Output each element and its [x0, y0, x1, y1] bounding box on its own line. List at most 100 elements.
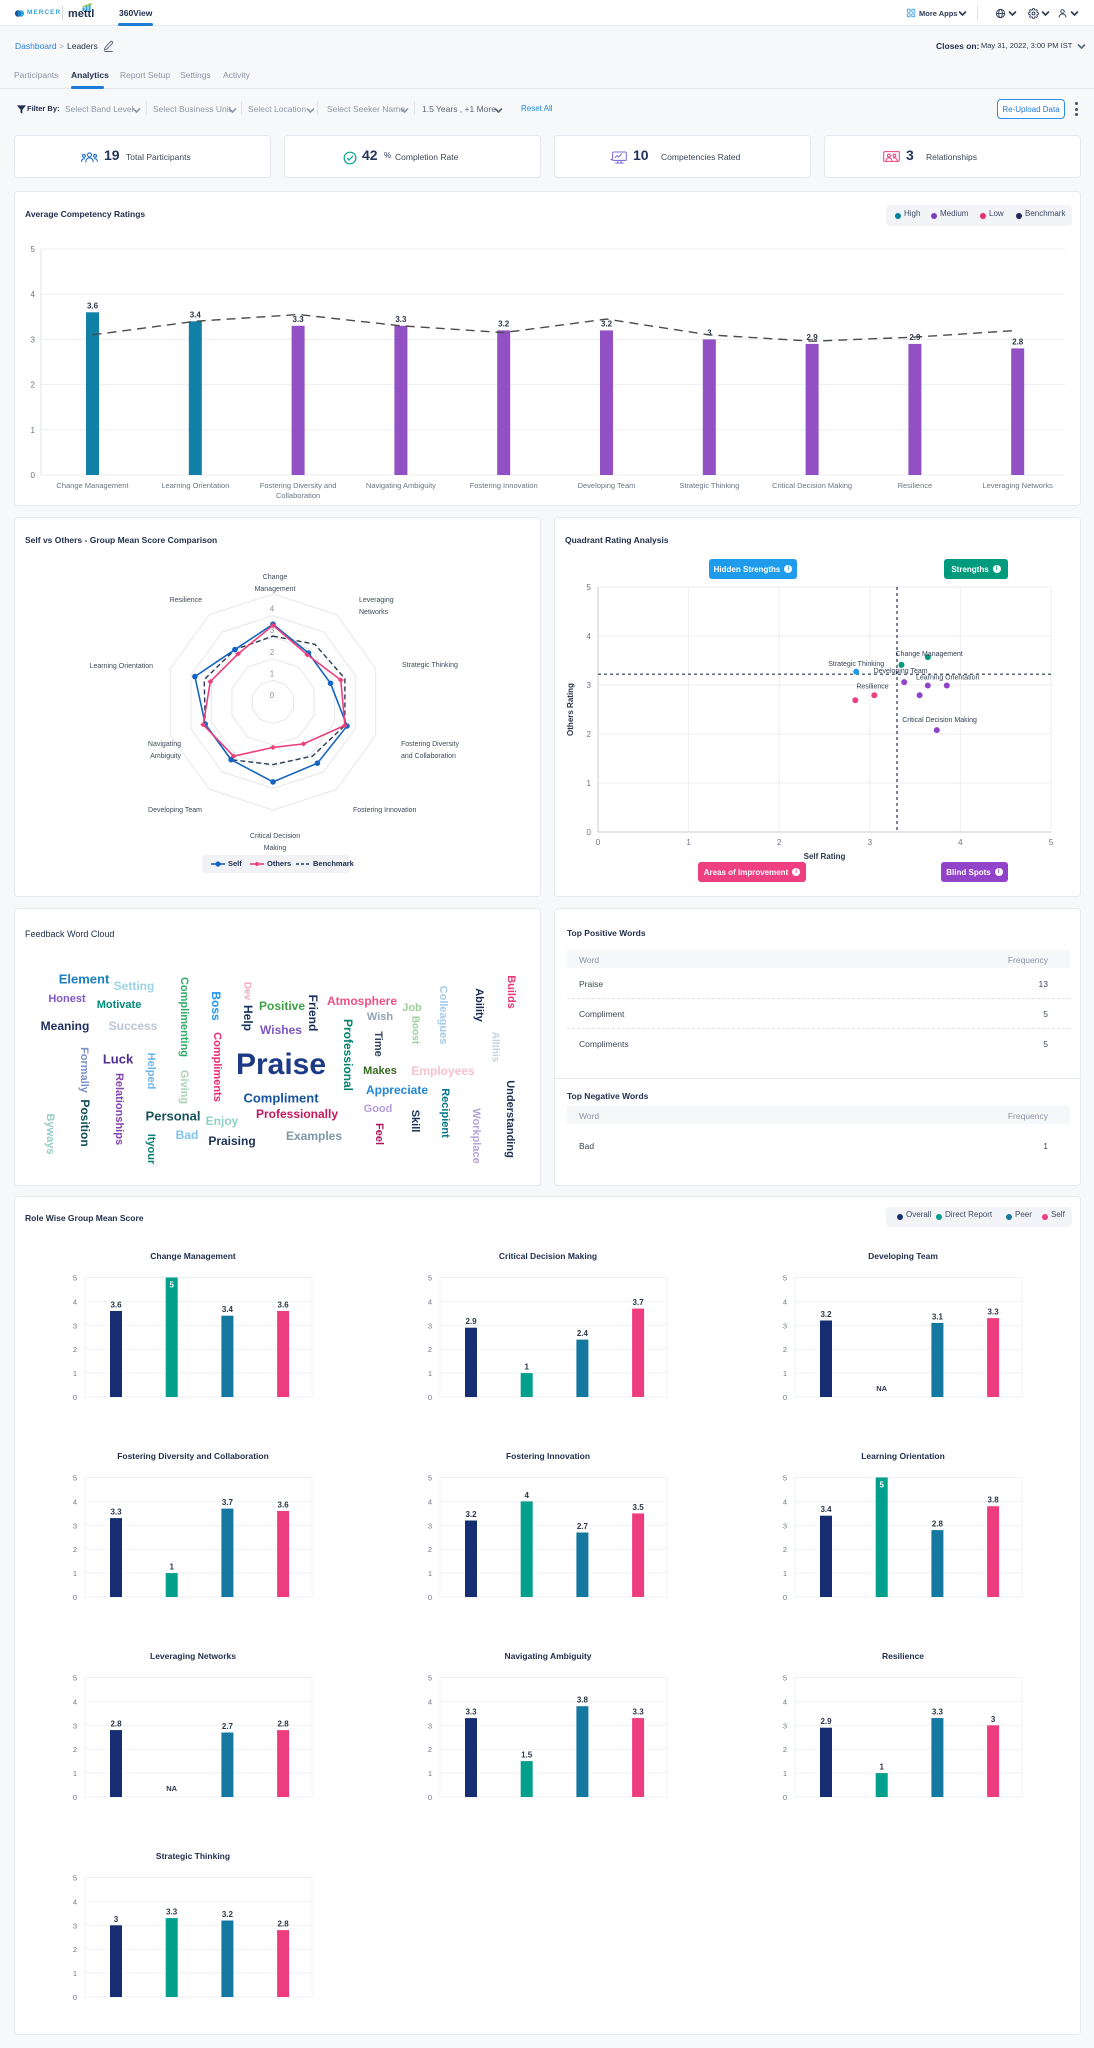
svg-text:5: 5 [879, 1481, 884, 1490]
svg-text:Change Management: Change Management [150, 1251, 236, 1261]
svg-text:Developing Team: Developing Team [148, 807, 202, 814]
svg-text:Developing Team: Developing Team [578, 481, 636, 490]
svg-text:Navigating Ambiguity: Navigating Ambiguity [504, 1651, 591, 1661]
svg-text:3.4: 3.4 [190, 310, 202, 319]
svg-text:1: 1 [686, 838, 691, 847]
svg-text:3.8: 3.8 [988, 1496, 1000, 1505]
svg-text:2.9: 2.9 [909, 333, 921, 342]
svg-text:NA: NA [876, 1384, 887, 1393]
svg-text:3.4: 3.4 [820, 1505, 832, 1514]
svg-text:1: 1 [31, 426, 36, 435]
svg-text:3.6: 3.6 [278, 1301, 290, 1310]
svg-text:2: 2 [73, 1945, 77, 1954]
svg-text:Learning Orientation: Learning Orientation [161, 481, 229, 490]
svg-text:5: 5 [73, 1274, 77, 1283]
svg-text:Fostering Innovation: Fostering Innovation [353, 807, 417, 814]
svg-text:Strategic Thinking: Strategic Thinking [156, 1851, 230, 1861]
svg-text:Learning Orientation: Learning Orientation [861, 1451, 945, 1461]
svg-text:1: 1 [524, 1363, 529, 1372]
svg-text:1: 1 [73, 1769, 77, 1778]
svg-text:1: 1 [783, 1769, 787, 1778]
svg-text:3.8: 3.8 [577, 1696, 589, 1705]
svg-text:2.8: 2.8 [278, 1920, 290, 1929]
svg-text:1: 1 [73, 1369, 77, 1378]
svg-text:2.8: 2.8 [932, 1520, 944, 1529]
svg-text:3.7: 3.7 [633, 1298, 645, 1307]
svg-text:1: 1 [428, 1569, 432, 1578]
svg-text:2.8: 2.8 [278, 1720, 290, 1729]
svg-text:Strategic Thinking: Strategic Thinking [828, 661, 884, 668]
svg-text:3: 3 [428, 1721, 432, 1730]
svg-text:3: 3 [73, 1921, 77, 1930]
svg-text:2: 2 [31, 381, 36, 390]
svg-text:3: 3 [868, 838, 873, 847]
svg-text:Change Management: Change Management [56, 481, 129, 490]
svg-text:4: 4 [428, 1297, 432, 1306]
svg-text:4: 4 [958, 838, 963, 847]
svg-text:2: 2 [428, 1345, 432, 1354]
svg-text:2: 2 [270, 648, 275, 657]
svg-text:4: 4 [428, 1497, 432, 1506]
svg-text:0: 0 [587, 828, 592, 837]
svg-text:Developing Team: Developing Team [868, 1251, 938, 1261]
svg-text:3.2: 3.2 [465, 1510, 477, 1519]
svg-text:3: 3 [783, 1321, 787, 1330]
svg-text:3.3: 3.3 [465, 1708, 477, 1717]
svg-text:Leveraging: Leveraging [359, 597, 394, 604]
svg-text:4: 4 [73, 1897, 77, 1906]
svg-text:Self Rating: Self Rating [804, 852, 846, 861]
svg-text:3.3: 3.3 [293, 315, 305, 324]
svg-text:2.8: 2.8 [1012, 337, 1024, 346]
svg-text:Critical Decision Making: Critical Decision Making [499, 1251, 597, 1261]
svg-text:5: 5 [587, 583, 592, 592]
svg-text:4: 4 [31, 290, 36, 299]
svg-text:Developing Team: Developing Team [874, 668, 928, 675]
svg-text:1: 1 [73, 1969, 77, 1978]
svg-text:5: 5 [31, 245, 36, 254]
svg-text:0: 0 [31, 471, 36, 480]
svg-text:3.3: 3.3 [633, 1708, 645, 1717]
svg-text:3: 3 [783, 1521, 787, 1530]
svg-text:5: 5 [783, 1474, 787, 1483]
svg-text:0: 0 [428, 1593, 432, 1602]
svg-text:2: 2 [428, 1545, 432, 1554]
svg-text:3.3: 3.3 [395, 315, 407, 324]
svg-text:0: 0 [783, 1393, 787, 1402]
svg-text:3: 3 [270, 626, 275, 635]
svg-text:4: 4 [587, 632, 592, 641]
svg-text:0: 0 [428, 1393, 432, 1402]
svg-text:4: 4 [73, 1497, 77, 1506]
svg-text:1: 1 [270, 669, 275, 678]
svg-text:2.4: 2.4 [577, 1329, 589, 1338]
svg-text:1: 1 [73, 1569, 77, 1578]
svg-text:3: 3 [783, 1721, 787, 1730]
svg-text:3.6: 3.6 [278, 1501, 290, 1510]
svg-text:5: 5 [73, 1674, 77, 1683]
svg-text:2.8: 2.8 [110, 1720, 122, 1729]
svg-text:5: 5 [428, 1674, 432, 1683]
svg-text:Critical Decision Making: Critical Decision Making [772, 481, 852, 490]
svg-text:Change Management: Change Management [896, 651, 963, 658]
svg-text:Fostering Diversity and Collab: Fostering Diversity and Collaboration [117, 1451, 269, 1461]
svg-text:2: 2 [587, 730, 592, 739]
svg-text:3.2: 3.2 [601, 319, 613, 328]
svg-text:NA: NA [166, 1784, 177, 1793]
svg-text:3: 3 [114, 1915, 119, 1924]
svg-text:and Collaboration: and Collaboration [401, 753, 456, 760]
svg-text:2: 2 [73, 1345, 77, 1354]
svg-text:Fostering Innovation: Fostering Innovation [506, 1451, 590, 1461]
svg-text:3: 3 [73, 1521, 77, 1530]
svg-text:2: 2 [428, 1745, 432, 1754]
svg-text:1: 1 [587, 779, 592, 788]
svg-text:Leveraging Networks: Leveraging Networks [982, 481, 1053, 490]
svg-text:3: 3 [707, 328, 712, 337]
svg-text:3.6: 3.6 [110, 1301, 122, 1310]
svg-text:Management: Management [255, 586, 296, 593]
svg-text:1: 1 [783, 1569, 787, 1578]
svg-text:4: 4 [783, 1697, 787, 1706]
svg-text:Learning Orientation: Learning Orientation [90, 663, 154, 670]
svg-text:3: 3 [991, 1715, 996, 1724]
svg-text:Navigating Ambiguity: Navigating Ambiguity [366, 481, 436, 490]
svg-text:5: 5 [169, 1281, 174, 1290]
svg-text:5: 5 [73, 1874, 77, 1883]
